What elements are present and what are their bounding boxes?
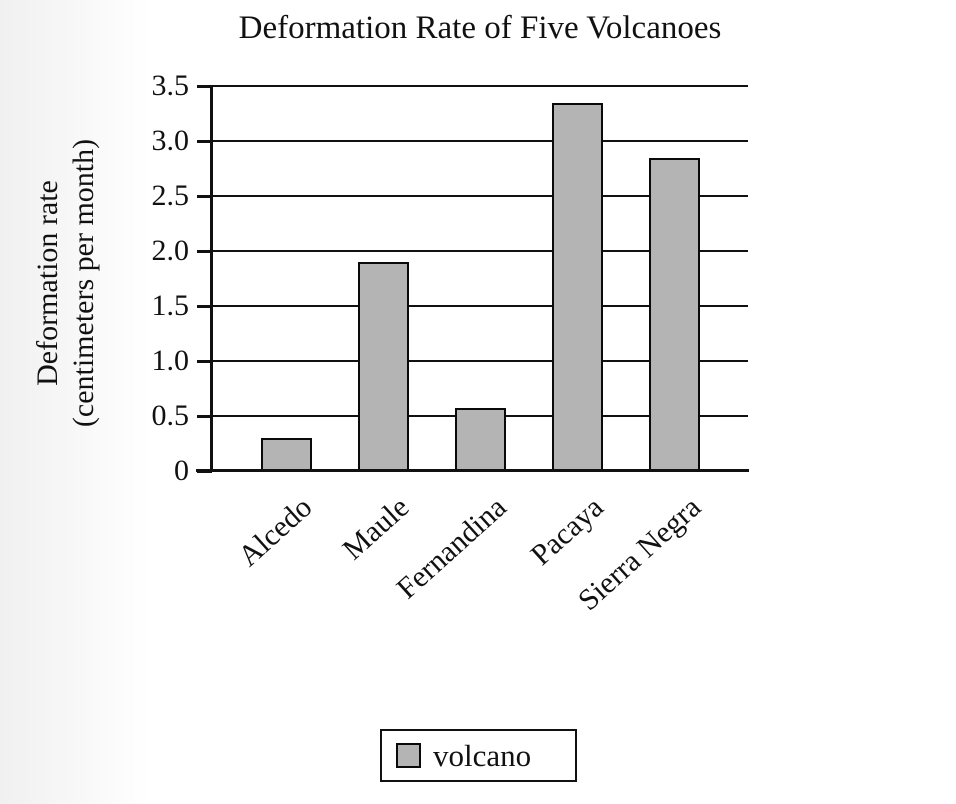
- y-tick-label-1.5: 1.5: [151, 289, 190, 322]
- gridline-3.5: [212, 85, 748, 87]
- gridline-1.0: [212, 360, 748, 362]
- chart-title: Deformation Rate of Five Volcanoes: [238, 10, 722, 46]
- x-axis-line: [196, 469, 749, 472]
- y-tick-0: [197, 470, 212, 473]
- legend-swatch: [396, 743, 421, 768]
- y-tick-label-2.0: 2.0: [151, 234, 190, 267]
- y-tick-1.0: [197, 360, 212, 363]
- y-tick-label-2.5: 2.5: [151, 179, 190, 212]
- y-tick-label-0.5: 0.5: [151, 399, 190, 432]
- y-axis-title-line2: (centimeters per month): [67, 138, 100, 428]
- y-tick-label-1.0: 1.0: [151, 344, 190, 377]
- x-label-alcedo: Alcedo: [232, 490, 319, 574]
- bar-fernandina: [454, 408, 506, 471]
- y-tick-label-0: 0: [174, 454, 189, 487]
- y-tick-label-3.0: 3.0: [151, 124, 190, 157]
- gridline-2.5: [212, 195, 748, 197]
- bar-alcedo: [260, 438, 312, 471]
- y-axis-title: Deformation rate (centimeters per month): [30, 139, 102, 427]
- y-tick-1.5: [197, 305, 212, 308]
- gridline-3.0: [212, 140, 748, 142]
- bar-maule: [357, 262, 409, 471]
- bar-pacaya: [551, 102, 603, 471]
- y-tick-2.0: [197, 250, 212, 253]
- x-label-maule: Maule: [336, 490, 416, 567]
- legend-label: volcano: [433, 738, 532, 773]
- x-label-pacaya: Pacaya: [524, 490, 611, 572]
- gridline-2.0: [212, 250, 748, 252]
- y-tick-label-3.5: 3.5: [151, 69, 190, 102]
- y-tick-2.5: [197, 195, 212, 198]
- y-axis-title-line1: Deformation rate: [31, 180, 64, 386]
- bar-sierra-negra: [649, 157, 700, 471]
- y-axis-line: [210, 85, 213, 472]
- gridline-1.5: [212, 305, 748, 307]
- y-tick-3.5: [197, 85, 212, 88]
- y-tick-3.0: [197, 140, 212, 143]
- plot-area: [212, 85, 748, 471]
- y-tick-0.5: [197, 415, 212, 418]
- legend-box: volcano: [380, 729, 577, 782]
